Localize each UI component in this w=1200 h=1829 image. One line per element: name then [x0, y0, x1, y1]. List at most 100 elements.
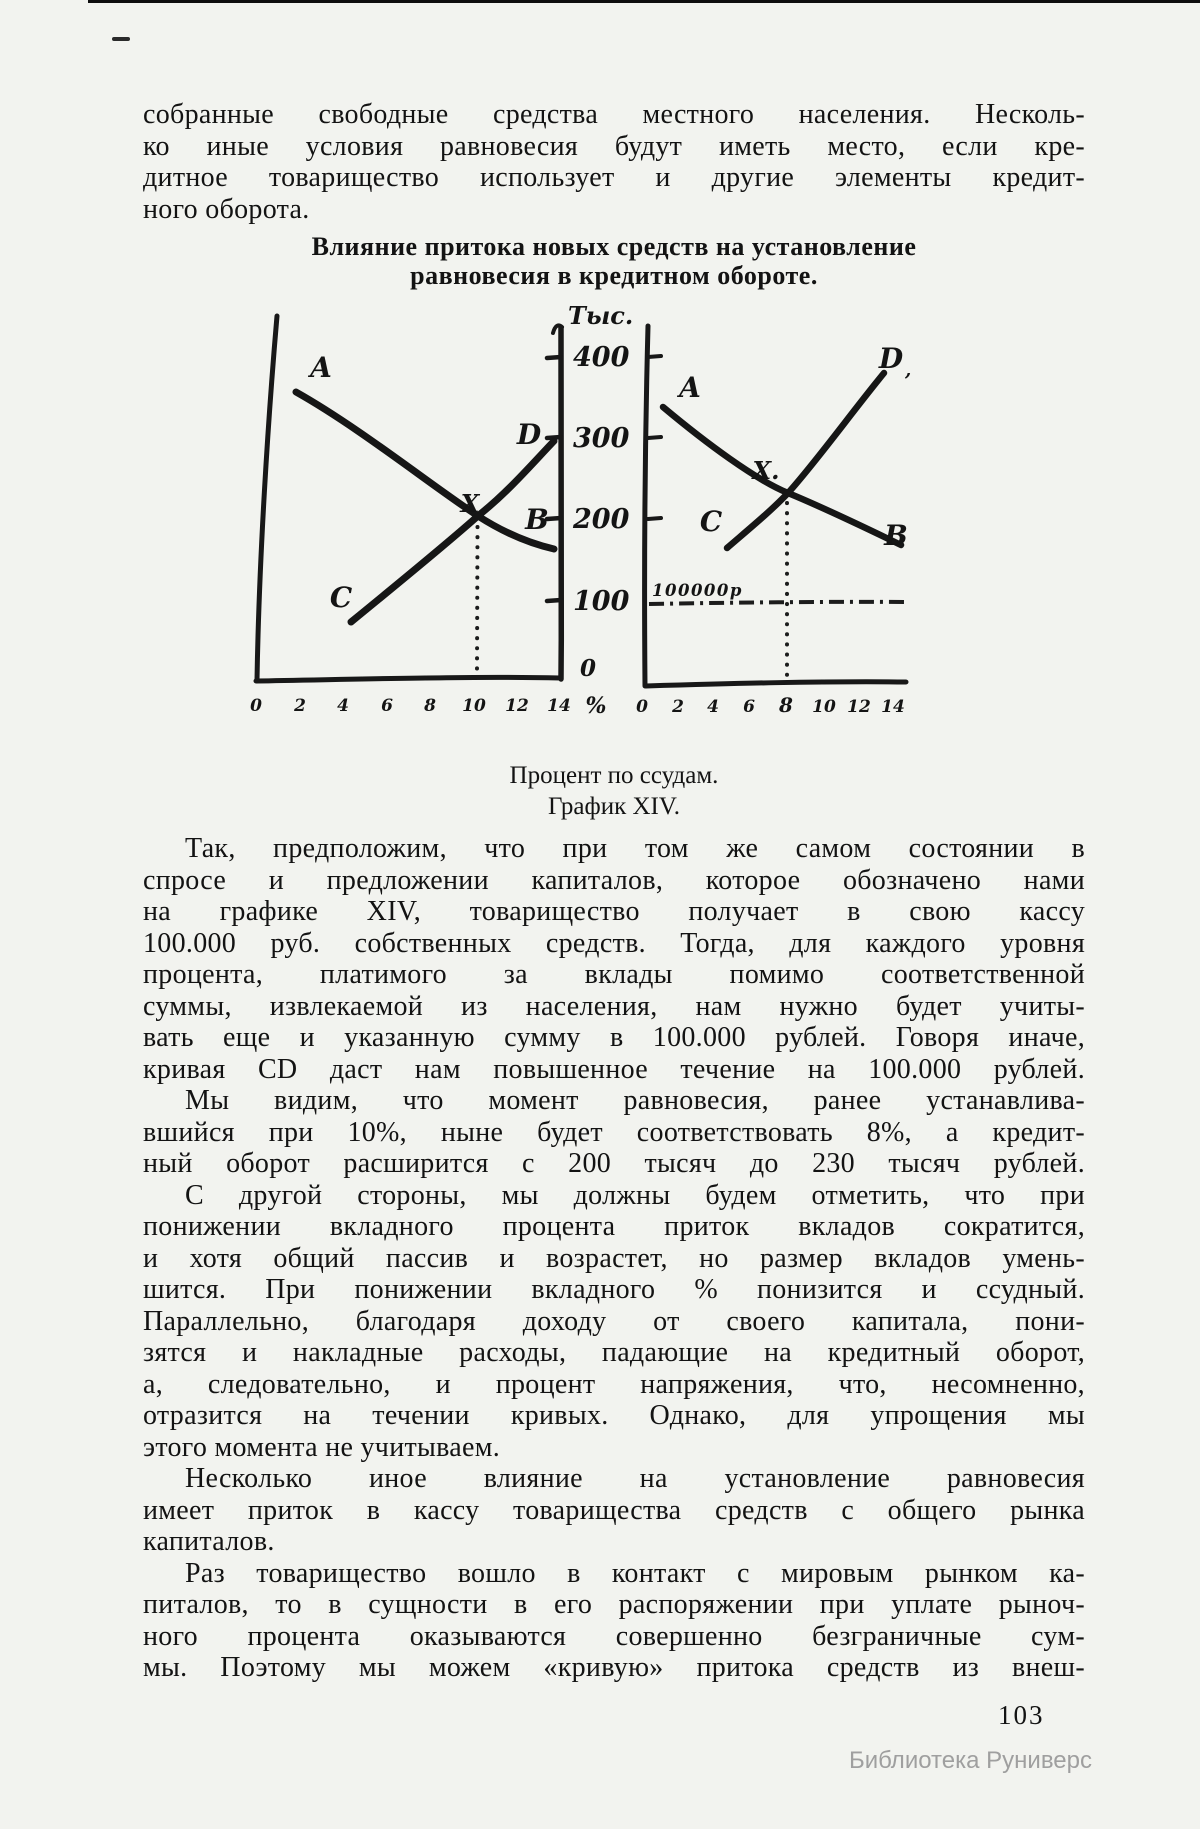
left-label-b: B [524, 503, 549, 536]
y-tick-0: 0 [580, 655, 596, 682]
left-label-x: X [459, 489, 481, 518]
text-line: шится. При понижении вкладного % понизит… [143, 1274, 1085, 1305]
right-label-d-mark: , [904, 360, 911, 381]
right-x-tick: 10 [812, 697, 836, 717]
text-line: ного процента оказываются совершенно без… [143, 1620, 1085, 1652]
text-line: капиталов. [143, 1526, 275, 1557]
figure-caption-line: равновесия в кредитном обороте. [410, 260, 818, 290]
left-x-axis [253, 674, 563, 684]
left-label-d: D [516, 418, 542, 451]
left-x-tick: 12 [505, 696, 529, 716]
y-axis-title: Тыс. [568, 301, 633, 330]
text-line: и хотя общий пассив и возрастет, но разм… [143, 1242, 1085, 1274]
figure-xlabel: Процент по ссудам. [509, 762, 719, 789]
text-line: собранные свободные средства местного на… [143, 99, 1085, 130]
paragraph: Так, предположим, что при том же самом с… [143, 833, 1085, 1085]
figure-xiv-chart: A B C D X 0 2 4 6 8 10 12 14 % Тыс. 400 … [250, 301, 911, 719]
left-x-tick: 0 [250, 696, 262, 716]
text-line: Мы видим, что момент равновесия, ранее у… [185, 1085, 1085, 1116]
thousands-scale-axis [558, 325, 565, 682]
right-label-x: X. [751, 456, 780, 485]
text-line: на графике XIV, товарищество получает в … [143, 896, 1085, 927]
text-line: питалов, то в сущности в его распоряжени… [143, 1589, 1085, 1620]
text-line: Несколько иное влияние на установление р… [185, 1463, 1085, 1494]
text-line: суммы, извлекаемой из населения, нам нуж… [143, 990, 1085, 1022]
paragraph-top: собранные свободные средства местного на… [143, 99, 1085, 225]
reference-line-label: 100000р [652, 581, 743, 600]
right-x-tick: 4 [707, 697, 719, 717]
text-line: этого момента не учитываем. [143, 1431, 501, 1463]
y-tick-200: 200 [572, 504, 630, 535]
reference-line-100000 [648, 599, 907, 606]
right-label-c: C [700, 505, 723, 538]
y-tick-100: 100 [573, 586, 630, 617]
left-x-tick: 10 [462, 696, 486, 716]
figure-caption-line: Влияние притока новых средств на установ… [311, 232, 917, 261]
right-x-tick: 0 [636, 697, 648, 717]
text-line: ный оборот расширится с 200 тысяч до 230… [143, 1148, 1085, 1179]
right-x-tick: 14 [881, 697, 905, 717]
paragraph: Раз товарищество вошло в контакт с миров… [143, 1558, 1085, 1684]
left-curve-ab [292, 388, 558, 553]
text-line: 100.000 руб. собственных средств. Тогда,… [143, 927, 1085, 959]
text-line: вать еще и указанную сумму в 100.000 руб… [143, 1022, 1085, 1053]
left-x-tick: 4 [337, 696, 349, 716]
text-line: а, следовательно, и процент напряжения, … [143, 1368, 1085, 1400]
text-line: понижении вкладного процента приток вкла… [143, 1211, 1085, 1242]
text-line: Параллельно, благодаря доходу от своего … [143, 1305, 1085, 1337]
text-line: кривая CD даст нам повышенное течение на… [143, 1053, 1085, 1085]
right-x-tick: 2 [671, 697, 684, 717]
thousands-scale-labels: Тыс. 400 300 200 100 0 [568, 301, 633, 682]
left-x-tick: 2 [293, 696, 306, 716]
left-label-c: C [330, 581, 353, 614]
left-panel: A B C D X 0 2 4 6 8 10 12 14 % [250, 313, 607, 719]
scan-edge-line [88, 0, 1200, 3]
right-curve-cd [723, 369, 888, 552]
right-panel: 100000р A B C D , X. 0 2 4 6 8 10 12 14 [636, 323, 911, 717]
text-line: С другой стороны, мы должны будем отмети… [185, 1179, 1085, 1211]
text-line: ко иные условия равновесия будут иметь м… [143, 130, 1085, 162]
text-line: процента, платимого за вклады помимо соо… [143, 959, 1085, 990]
right-tick-marks [646, 354, 663, 521]
figure-number: График XIV. [548, 793, 680, 820]
left-x-tick: 6 [381, 696, 393, 716]
text-line: ного оборота. [143, 193, 310, 225]
left-x-tick: 8 [423, 696, 436, 716]
right-curve-ab [659, 403, 905, 549]
text-line: вшийся при 10%, ныне будет соответствова… [143, 1116, 1085, 1148]
right-label-a: A [676, 371, 701, 404]
text-line: имеет приток в кассу товарищества средст… [143, 1494, 1085, 1526]
paragraph: С другой стороны, мы должны будем отмети… [143, 1180, 1085, 1464]
scale-axis-hook [551, 323, 564, 335]
paragraph: Мы видим, что момент равновесия, ранее у… [143, 1085, 1085, 1180]
left-x-tick: 14 [547, 696, 571, 716]
figure-caption: Влияние притока новых средств на установ… [143, 232, 1085, 290]
y-tick-300: 300 [573, 423, 630, 454]
left-label-a: A [307, 351, 332, 384]
scan-artifact-dash [112, 37, 130, 41]
paragraph: Несколько иное влияние на установление р… [143, 1463, 1085, 1558]
y-tick-400: 400 [573, 342, 630, 373]
right-label-d: D [878, 342, 904, 375]
left-curve-cd [347, 437, 558, 626]
text-line: Так, предположим, что при том же самом с… [185, 833, 1085, 864]
right-x-tick: 12 [847, 697, 871, 717]
scale-tick-marks [544, 354, 564, 604]
text-line: Раз товарищество вошло в контакт с миров… [185, 1557, 1085, 1589]
text-line: отразится на течении кривых. Однако, для… [143, 1400, 1085, 1431]
main-text: Так, предположим, что при том же самом с… [143, 833, 1085, 1684]
right-label-b: B [883, 519, 908, 552]
watermark: Библиотека Руниверс [848, 1747, 1092, 1774]
right-x-tick: 6 [743, 697, 755, 717]
percent-sign: % [586, 693, 607, 719]
text-line: мы. Поэтому мы можем «кривую» притока ср… [143, 1652, 1085, 1683]
page-number: 103 [998, 1700, 1045, 1730]
left-equilibrium-dotted-line [475, 525, 480, 671]
right-x-tick: 8 [778, 693, 793, 717]
right-y-axis [642, 323, 651, 689]
left-y-axis [254, 313, 280, 683]
text-line: зятся и накладные расходы, падающие на к… [143, 1337, 1085, 1368]
right-x-axis [643, 679, 909, 689]
text-line: спросе и предложении капиталов, которое … [143, 864, 1085, 896]
